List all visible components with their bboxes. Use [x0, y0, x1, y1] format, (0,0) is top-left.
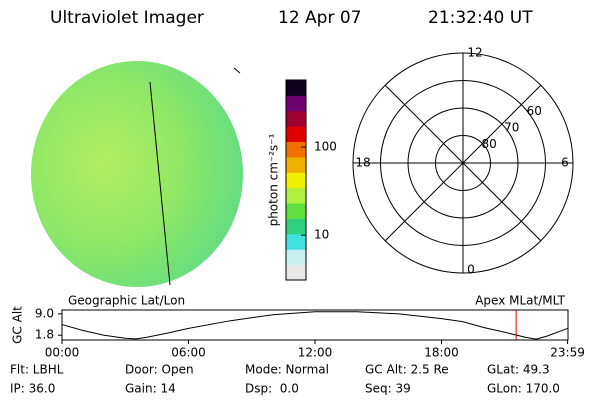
colorbar-band — [286, 264, 306, 281]
colorbar-band — [286, 233, 306, 250]
colorbar-band — [286, 110, 306, 127]
date: 12 Apr 07 — [278, 8, 361, 28]
colorbar-tick-label: 100 — [314, 140, 337, 154]
image-noise — [31, 61, 243, 287]
polar-ring — [407, 107, 519, 219]
x-tick-label: 06:00 — [171, 346, 206, 360]
plot-frame — [61, 309, 569, 341]
colorbar-band — [286, 203, 306, 219]
artifact — [233, 67, 241, 74]
colorbar-band — [286, 187, 306, 204]
instrument: Ultraviolet Imager — [50, 8, 204, 28]
colorbar-band — [286, 249, 306, 266]
y-tick-label: 9.0 — [35, 306, 54, 320]
y-tick-label: 1.8 — [35, 328, 54, 342]
info-field: IP: 36.0 — [10, 382, 55, 396]
polar-ring — [380, 80, 546, 246]
polar-ring — [435, 135, 491, 191]
colorbar-label: photon cm⁻²s⁻¹ — [267, 133, 281, 226]
info-field: Door: Open — [125, 363, 194, 377]
info-field: Flt: LBHL — [10, 363, 64, 377]
colorbar-band — [286, 218, 306, 235]
info-field: Gain: 14 — [125, 382, 176, 396]
polar-ring-label: 80 — [482, 137, 497, 151]
polar-spoke — [384, 84, 542, 242]
terminator-line — [149, 81, 171, 286]
mlt-label: 18 — [355, 156, 370, 170]
mlt-label: 12 — [467, 46, 482, 60]
info-field: GC Alt: 2.5 Re — [365, 363, 449, 377]
colorbar-band — [286, 95, 306, 112]
altitude-line — [61, 311, 568, 340]
info-field: Mode: Normal — [245, 363, 329, 377]
info-field: Dsp: 0.0 — [245, 382, 299, 396]
colorbar-band — [286, 126, 306, 143]
mlt-label: 0 — [467, 263, 475, 277]
colorbar-band — [286, 156, 306, 173]
info-field: GLon: 170.0 — [487, 382, 560, 396]
x-tick-label: 00:00 — [45, 346, 80, 360]
plot-left-label: Geographic Lat/Lon — [68, 294, 185, 308]
colorbar-tick-label: 10 — [314, 228, 329, 242]
x-tick-label: 18:00 — [424, 346, 459, 360]
polar-ring-label: 60 — [527, 104, 542, 118]
time: 21:32:40 UT — [428, 8, 533, 28]
colorbar-frame — [285, 79, 307, 281]
colorbar-band — [286, 141, 306, 158]
info-field: GLat: 49.3 — [487, 363, 550, 377]
x-tick-label: 12:00 — [298, 346, 333, 360]
info-field: Seq: 39 — [365, 382, 411, 396]
y-axis-label: GC Alt — [11, 306, 25, 344]
colorbar-band — [286, 172, 306, 189]
plot-right-label: Apex MLat/MLT — [475, 294, 565, 308]
polar-ring-label: 70 — [504, 121, 519, 135]
mlt-label: 6 — [561, 156, 569, 170]
x-tick-label: 23:59 — [550, 346, 585, 360]
colorbar-band — [286, 80, 306, 96]
